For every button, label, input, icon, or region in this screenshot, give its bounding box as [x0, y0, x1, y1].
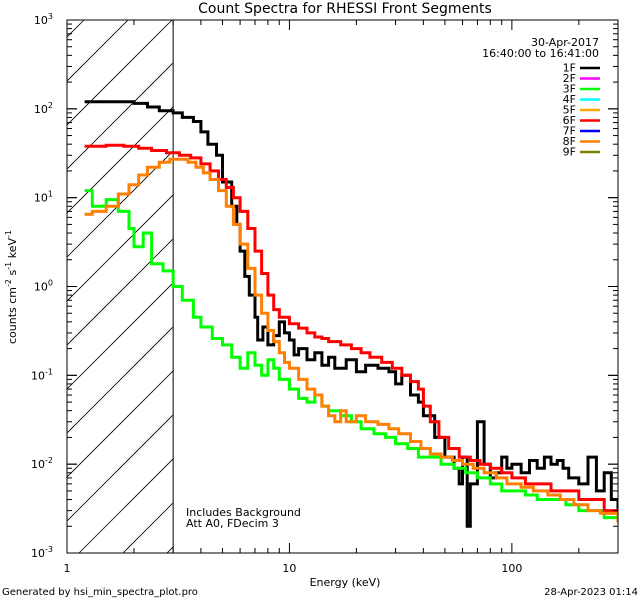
footer-generated-by: Generated by hsi_min_spectra_plot.pro — [2, 587, 198, 598]
chart-title: Count Spectra for RHESSI Front Segments — [198, 1, 492, 17]
y-tick-exponent: 3 — [48, 12, 53, 21]
y-tick-label: 101 — [34, 190, 53, 205]
series-line-6F — [84, 143, 618, 518]
hatch-line — [67, 194, 174, 302]
hatched-region — [67, 0, 640, 553]
y-label-exponent: -1 — [4, 230, 13, 238]
y-label-exponent: -1 — [4, 262, 13, 270]
y-label-part: counts cm — [6, 287, 19, 344]
hatch-line — [67, 20, 129, 82]
y-tick-label: 10-2 — [31, 456, 53, 471]
y-tick-exponent: -3 — [45, 545, 53, 554]
legend-label: 1F — [563, 62, 576, 75]
hatch-line — [67, 238, 174, 346]
x-axis-label: Energy (keV) — [310, 576, 381, 589]
y-axis-label: counts cm-2 s-1 keV-1 — [4, 230, 19, 344]
hatch-line — [67, 20, 173, 126]
hatch-line — [78, 458, 174, 553]
series-line-8F — [84, 157, 618, 523]
legend-label: 2F — [563, 72, 576, 85]
date-label: 30-Apr-2017 — [531, 36, 599, 49]
legend-label: 6F — [563, 114, 576, 127]
series-line-1F — [84, 100, 618, 528]
hatch-line — [67, 414, 174, 522]
y-tick-label: 100 — [34, 279, 53, 294]
x-tick-label: 1 — [64, 562, 71, 575]
plot-frame — [66, 19, 619, 554]
y-label-part: keV — [6, 238, 19, 262]
y-tick-mantissa: 10 — [31, 369, 45, 382]
hatch-line — [519, 0, 640, 553]
annotation-background: Includes Background — [186, 506, 301, 519]
y-tick-mantissa: 10 — [34, 281, 48, 294]
y-tick-mantissa: 10 — [31, 458, 45, 471]
legend-label: 3F — [563, 83, 576, 96]
hatch-line — [67, 282, 174, 390]
legend-label: 5F — [563, 104, 576, 117]
y-tick-label: 102 — [34, 101, 53, 116]
y-tick-mantissa: 10 — [34, 192, 48, 205]
y-tick-exponent: 2 — [48, 101, 53, 110]
hatch-line — [67, 62, 174, 170]
y-tick-mantissa: 10 — [34, 103, 48, 116]
y-tick-label: 103 — [34, 12, 53, 27]
y-label-part: s — [6, 269, 19, 278]
y-label-exponent: -2 — [4, 279, 13, 287]
time-range-label: 16:40:00 to 16:41:00 — [482, 47, 599, 60]
hatch-line — [475, 0, 640, 553]
annotation-attenuator: Att A0, FDecim 3 — [186, 517, 279, 530]
x-tick-label: 10 — [282, 562, 296, 575]
x-tick-label: 100 — [501, 562, 522, 575]
series-line-3F — [84, 189, 618, 523]
hatch-line — [67, 150, 174, 258]
y-tick-exponent: -1 — [45, 367, 53, 376]
y-tick-exponent: 0 — [48, 279, 53, 288]
y-tick-mantissa: 10 — [34, 14, 48, 27]
hatch-line — [67, 370, 174, 478]
y-tick-mantissa: 10 — [31, 547, 45, 560]
legend-label: 8F — [563, 135, 576, 148]
y-tick-exponent: 1 — [48, 190, 53, 199]
y-tick-label: 10-1 — [31, 367, 53, 382]
hatch-line — [607, 0, 640, 553]
legend-label: 4F — [563, 93, 576, 106]
footer-timestamp: 28-Apr-2023 01:14 — [544, 587, 638, 598]
hatch-line — [255, 0, 640, 553]
hatch-line — [387, 0, 640, 553]
legend-label: 9F — [563, 146, 576, 159]
y-tick-exponent: -2 — [45, 456, 53, 465]
y-tick-label: 10-3 — [31, 545, 53, 560]
legend-label: 7F — [563, 125, 576, 138]
